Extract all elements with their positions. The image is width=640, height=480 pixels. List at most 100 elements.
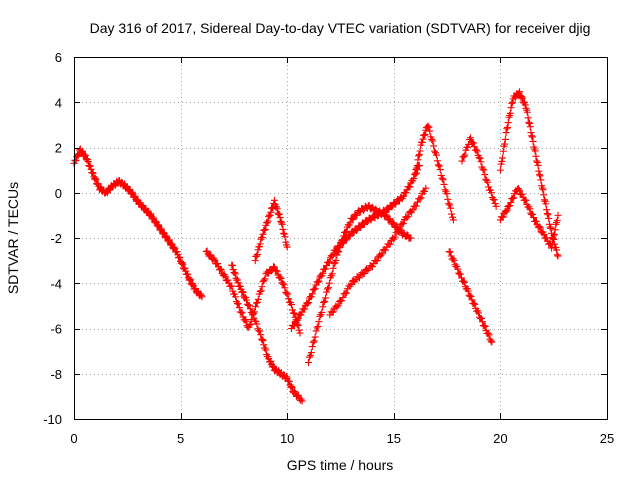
data-point [428,135,436,143]
data-point [549,235,557,243]
data-point [504,119,512,127]
data-point [238,309,246,317]
data-point [421,130,429,138]
data-point [277,275,285,283]
data-point [307,293,315,301]
x-tick-label: 10 [280,431,294,446]
data-point [543,234,551,242]
data-point [311,285,319,293]
data-point [251,303,259,311]
data-point [314,278,322,286]
data-point [321,297,329,305]
data-point [476,154,484,162]
data-point [283,289,291,297]
data-point [273,205,281,213]
data-point [481,171,489,179]
data-point [547,224,555,232]
data-point [325,258,333,266]
data-point [261,225,269,233]
data-point [507,199,515,207]
data-point [501,135,509,143]
data-point [550,232,558,240]
data-point [267,357,275,365]
data-point [487,337,495,345]
data-point [539,186,547,194]
data-point [281,284,289,292]
data-point [304,300,312,308]
data-point [240,292,248,300]
data-point [545,214,553,222]
data-point [480,166,488,174]
data-point [515,186,523,194]
data-point [436,166,444,174]
data-point [287,382,295,390]
data-point [418,138,426,146]
data-point [378,250,386,258]
data-point [449,255,457,263]
data-point [246,305,254,313]
data-point [260,341,268,349]
data-point [267,208,275,216]
y-tick-label: -4 [50,276,62,291]
data-point [509,194,517,202]
data-point [430,142,438,150]
data-point [266,211,274,219]
data-point [87,165,95,173]
data-point [256,288,264,296]
data-point [546,223,554,231]
data-point [372,257,380,265]
data-point [211,256,219,264]
data-point [521,101,529,109]
data-point [529,210,537,218]
data-point [434,161,442,169]
data-point [283,243,291,251]
data-point [256,240,264,248]
data-point [231,268,239,276]
data-point [507,104,515,112]
data-point [91,175,99,183]
data-point [435,162,443,170]
data-point [504,123,512,131]
data-point [501,140,509,148]
data-point [404,213,412,221]
data-point [256,327,264,335]
data-point [338,237,346,245]
y-tick-label: 0 [55,186,62,201]
data-point [92,176,100,184]
data-point [355,274,363,282]
data-point [237,308,245,316]
x-tick-labels: 0 5 10 15 20 25 [70,431,614,446]
data-point [391,233,399,241]
data-point [258,234,266,242]
data-point [308,343,316,351]
data-point [259,337,267,345]
data-point [524,114,532,122]
data-point [508,98,516,106]
data-point [297,395,305,403]
data-point [395,227,403,235]
data-point [296,329,304,337]
data-point [301,305,309,313]
data-point [537,176,545,184]
y-tick-label: -2 [50,231,62,246]
series-track-h [445,248,496,346]
data-point [472,146,480,154]
data-point [471,300,479,308]
data-point [310,337,318,345]
data-points [70,88,562,405]
data-point [412,166,420,174]
data-point [413,162,421,170]
data-point [273,267,281,275]
data-point [475,309,483,317]
data-point [285,377,293,385]
data-point [460,152,468,160]
data-point [458,157,466,165]
data-point [553,216,561,224]
data-point [254,295,262,303]
series-track-c [251,196,291,265]
data-point [253,252,261,260]
data-point [406,183,414,191]
grid-lines [74,57,607,419]
data-point [502,129,510,137]
data-point [528,132,536,140]
